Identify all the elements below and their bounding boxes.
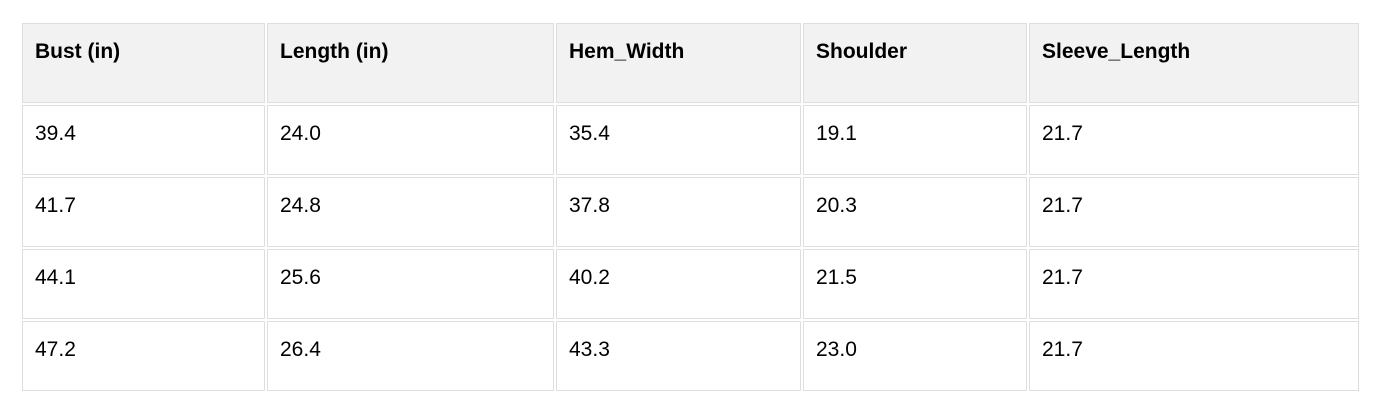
table-cell: 35.4 [556, 105, 801, 175]
table-cell: 24.0 [267, 105, 554, 175]
size-chart-table: Bust (in) Length (in) Hem_Width Shoulder… [20, 21, 1361, 393]
table-cell: 47.2 [22, 321, 265, 391]
table-cell: 20.3 [803, 177, 1027, 247]
header-row: Bust (in) Length (in) Hem_Width Shoulder… [22, 23, 1359, 103]
table-cell: 21.7 [1029, 249, 1359, 319]
table-cell: 25.6 [267, 249, 554, 319]
column-header-shoulder: Shoulder [803, 23, 1027, 103]
table-cell: 21.7 [1029, 321, 1359, 391]
table-cell: 21.7 [1029, 177, 1359, 247]
table-header: Bust (in) Length (in) Hem_Width Shoulder… [22, 23, 1359, 103]
table-cell: 39.4 [22, 105, 265, 175]
table-cell: 43.3 [556, 321, 801, 391]
table-cell: 23.0 [803, 321, 1027, 391]
column-header-hem-width: Hem_Width [556, 23, 801, 103]
table-cell: 40.2 [556, 249, 801, 319]
table-cell: 37.8 [556, 177, 801, 247]
column-header-bust: Bust (in) [22, 23, 265, 103]
column-header-sleeve-length: Sleeve_Length [1029, 23, 1359, 103]
table-row: 47.2 26.4 43.3 23.0 21.7 [22, 321, 1359, 391]
table-row: 41.7 24.8 37.8 20.3 21.7 [22, 177, 1359, 247]
column-header-length: Length (in) [267, 23, 554, 103]
table-row: 44.1 25.6 40.2 21.5 21.7 [22, 249, 1359, 319]
table-cell: 19.1 [803, 105, 1027, 175]
table-cell: 41.7 [22, 177, 265, 247]
table-row: 39.4 24.0 35.4 19.1 21.7 [22, 105, 1359, 175]
table-cell: 26.4 [267, 321, 554, 391]
table-cell: 44.1 [22, 249, 265, 319]
table-cell: 24.8 [267, 177, 554, 247]
table-cell: 21.5 [803, 249, 1027, 319]
table-body: 39.4 24.0 35.4 19.1 21.7 41.7 24.8 37.8 … [22, 105, 1359, 391]
table-cell: 21.7 [1029, 105, 1359, 175]
